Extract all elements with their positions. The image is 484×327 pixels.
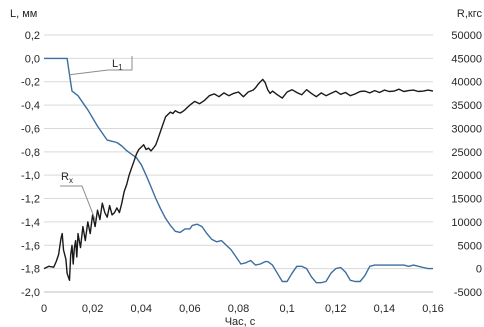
x-tick-label: 0,06 [179,303,200,315]
gridlines [44,34,433,270]
left-tick-label: -0,4 [21,100,40,112]
x-tick-label: 0,1 [279,303,294,315]
x-tick-label: 0 [41,303,47,315]
right-tick-label: -5000 [454,287,482,299]
left-tick-label: 0,2 [25,30,40,42]
right-tick-label: 40000 [451,77,482,89]
right-y-tick-labels: 5000045000400003500030000250002000015000… [451,30,482,299]
left-tick-label: -0,2 [21,77,40,89]
callout-leader-L1 [69,56,133,76]
annotation-Rx-main: R [61,171,69,183]
series-lines [43,57,434,284]
right-tick-label: 45000 [451,53,482,65]
x-axis-title: Час, с [225,316,256,327]
series-line-Rx [43,78,434,281]
left-tick-label: -1,2 [21,194,40,206]
right-tick-label: 35000 [451,100,482,112]
annotation-L1-main: L [112,58,118,70]
left-y-tick-labels: 0,2 0,0 -0,2 -0,4 -0,6 -0,8 -1,0 -1,2 -1,4 -1,6 -1… [21,30,40,299]
right-tick-label: 50000 [451,30,482,42]
x-tick-label: 0,04 [131,303,152,315]
right-axis-title: R,кгс [457,8,483,20]
callout-leader-Rx [60,185,96,220]
left-tick-label: -0,8 [21,147,40,159]
left-axis-title: L, мм [10,8,37,20]
left-tick-label: -1,4 [21,217,40,229]
right-tick-label: 5000 [458,240,482,252]
x-tick-label: 0,14 [374,303,395,315]
annotation-L1-sub: 1 [118,63,123,72]
x-tick-label: 0,12 [325,303,346,315]
x-tick-label: 0,16 [422,303,443,315]
annotation-Rx: Rx [61,171,73,185]
x-tick-label: 0,08 [228,303,249,315]
left-tick-label: -1,0 [21,170,40,182]
left-tick-label: -0,6 [21,123,40,135]
right-tick-label: 0 [476,264,482,276]
left-tick-label: -2,0 [21,287,40,299]
left-tick-label: 0,0 [25,53,40,65]
right-tick-label: 25000 [451,147,482,159]
right-tick-label: 10000 [451,217,482,229]
x-tick-labels: 0 0,02 0,04 0,06 0,08 0,1 0,12 0,14 0,16 [41,303,444,315]
right-tick-label: 30000 [451,123,482,135]
left-tick-label: -1,6 [21,240,40,252]
left-tick-label: -1,8 [21,264,40,276]
series-annotations: L1 Rx [60,56,133,220]
x-tick-label: 0,02 [82,303,103,315]
right-tick-label: 15000 [451,194,482,206]
annotation-L1: L1 [112,58,123,72]
right-tick-label: 20000 [451,170,482,182]
series-line-L1 [44,57,433,284]
annotation-Rx-sub: x [69,176,73,185]
